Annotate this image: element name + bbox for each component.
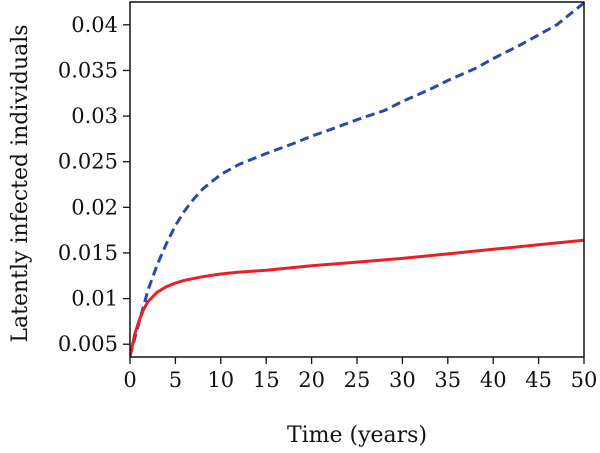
- y-tick-label: 0.03: [71, 104, 118, 128]
- x-tick-label: 25: [344, 368, 371, 392]
- x-tick-label: 50: [571, 368, 598, 392]
- y-tick-label: 0.025: [58, 150, 118, 174]
- x-tick-label: 40: [480, 368, 507, 392]
- x-tick-label: 0: [123, 368, 136, 392]
- solid-series-line: [130, 238, 584, 357]
- dashed-series-line: [130, 2, 584, 357]
- x-tick-label: 20: [298, 368, 325, 392]
- y-axis-title: Latently infected individuals: [8, 24, 33, 342]
- y-tick-label: 0.04: [71, 13, 118, 37]
- x-axis-ticks: 0 5 10 15 20 25 30 35 40 45 50: [123, 357, 597, 392]
- x-tick-label: 45: [525, 368, 552, 392]
- series-layer: [130, 2, 584, 357]
- x-tick-label: 10: [207, 368, 234, 392]
- y-tick-label: 0.02: [71, 195, 118, 219]
- y-tick-label: 0.035: [58, 58, 118, 82]
- y-tick-label: 0.01: [71, 287, 118, 311]
- y-axis-ticks: 0.005 0.01 0.015 0.02 0.025 0.03 0.035 0.04: [58, 13, 130, 356]
- y-tick-label: 0.015: [58, 241, 118, 265]
- x-axis-title: Time (years): [287, 423, 427, 448]
- x-tick-label: 15: [253, 368, 280, 392]
- x-tick-label: 30: [389, 368, 416, 392]
- x-tick-label: 35: [434, 368, 461, 392]
- y-tick-label: 0.005: [58, 332, 118, 356]
- x-tick-label: 5: [169, 368, 182, 392]
- plot-frame: [129, 1, 585, 358]
